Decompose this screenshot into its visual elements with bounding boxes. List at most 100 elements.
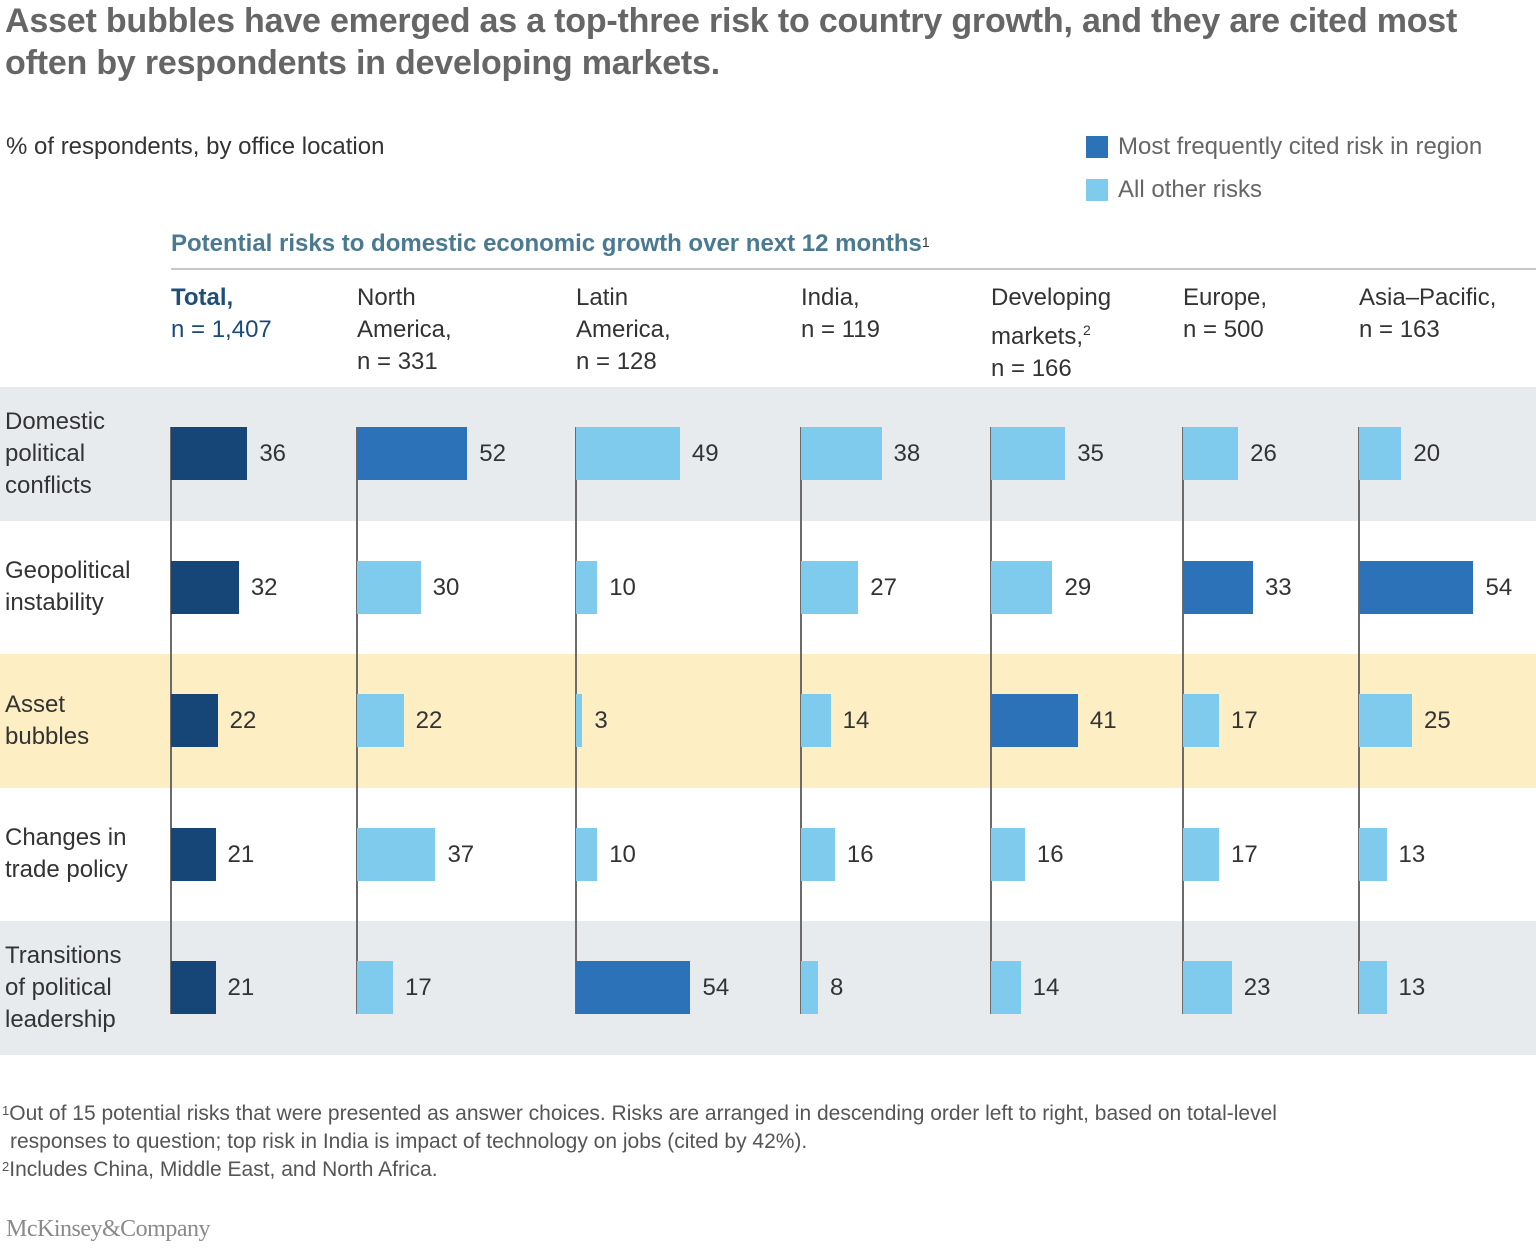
row-label-line: Geopolitical — [5, 557, 131, 585]
bar-total-transitions-of-political-leadership — [171, 961, 216, 1014]
bar-europe-geopolitical-instability — [1183, 560, 1253, 614]
footnote-1: 1Out of 15 potential risks that were pre… — [2, 1100, 1522, 1128]
data-label: 10 — [609, 573, 636, 601]
data-label: 41 — [1089, 707, 1117, 734]
bar-north-america-changes-in-trade-policy — [357, 827, 436, 881]
data-label: 16 — [846, 840, 874, 868]
bar-latin-america-asset-bubbles — [576, 694, 583, 747]
chart-subtitle: % of respondents, by office location — [6, 133, 385, 160]
column-header-line: n = 166 — [991, 355, 1072, 382]
data-label: 27 — [870, 573, 897, 601]
bar-total-changes-in-trade-policy — [171, 827, 216, 881]
row-label-line: Transitions — [5, 941, 122, 969]
column-header-line: Developing — [991, 284, 1112, 311]
column-header-line: n = 1,407 — [171, 316, 272, 343]
row-band-transitions-of-political-leadership — [0, 921, 1536, 1055]
bar-india-domestic-political-conflicts — [801, 427, 882, 480]
data-label: 16 — [1036, 840, 1064, 868]
footnote-1-continued: responses to question; top risk in India… — [10, 1130, 808, 1153]
bar-europe-transitions-of-political-leadership — [1183, 961, 1232, 1014]
column-header-line: n = 163 — [1359, 316, 1440, 343]
data-label: 8 — [829, 974, 844, 1001]
chart-heading-text: Potential risks to domestic economic gro… — [171, 230, 922, 257]
data-label: 26 — [1250, 440, 1277, 467]
bar-north-america-geopolitical-instability — [357, 560, 421, 614]
bar-developing-markets-geopolitical-instability — [991, 560, 1053, 614]
bar-north-america-asset-bubbles — [357, 694, 404, 747]
column-header-line: Asia–Pacific, — [1359, 284, 1497, 311]
column-header-asia-pacific: Asia–Pacific, n = 163 — [1359, 282, 1496, 346]
bar-asia-pacific-asset-bubbles — [1359, 694, 1412, 747]
data-label: 54 — [1485, 573, 1513, 601]
bar-total-asset-bubbles — [171, 694, 218, 747]
row-label-geopolitical-instability: Geopolitical instability — [5, 555, 165, 619]
column-header-line: n = 119 — [801, 316, 880, 343]
row-label-line: bubbles — [5, 722, 90, 750]
mckinsey-logo: McKinsey&Company — [6, 1216, 210, 1242]
bar-europe-changes-in-trade-policy — [1183, 827, 1220, 881]
column-header-line: n = 331 — [357, 348, 438, 375]
legend-item-other-risks: All other risks — [1086, 175, 1482, 205]
column-header-line: America, — [576, 316, 671, 343]
footnote-1-marker: 1 — [2, 1103, 10, 1118]
data-label: 13 — [1398, 974, 1426, 1001]
footnote-2-text: Includes China, Middle East, and North A… — [9, 1158, 438, 1181]
data-label: 13 — [1398, 840, 1426, 868]
row-label-line: political — [5, 439, 86, 467]
heading-divider — [171, 268, 1536, 270]
data-label: 23 — [1243, 974, 1271, 1001]
data-label: 54 — [702, 974, 730, 1001]
data-label: 22 — [229, 707, 257, 734]
row-label-domestic-political-conflicts: Domestic political conflicts — [5, 406, 165, 502]
row-band-domestic-political-conflicts — [0, 387, 1536, 521]
data-label: 10 — [609, 840, 636, 868]
data-label: 22 — [415, 707, 443, 734]
bar-asia-pacific-changes-in-trade-policy — [1359, 827, 1387, 881]
data-label: 33 — [1264, 573, 1292, 601]
legend-label: All other risks — [1118, 176, 1263, 203]
row-label-line: Changes in — [5, 824, 127, 852]
bar-asia-pacific-transitions-of-political-leadership — [1359, 961, 1387, 1014]
legend-item-top-risk: Most frequently cited risk in region — [1086, 132, 1482, 162]
data-label: 37 — [447, 840, 475, 868]
bar-latin-america-geopolitical-instability — [576, 560, 598, 614]
bar-latin-america-changes-in-trade-policy — [576, 827, 598, 881]
row-label-line: Domestic — [5, 407, 106, 435]
column-header-latin-america: Latin America, n = 128 — [576, 282, 671, 378]
column-header-india: India, n = 119 — [801, 282, 880, 346]
data-label: 38 — [893, 440, 921, 467]
column-header-europe: Europe, n = 500 — [1183, 282, 1267, 346]
bar-india-changes-in-trade-policy — [801, 827, 835, 881]
data-label: 14 — [1032, 974, 1060, 1001]
legend: Most frequently cited risk in region All… — [1086, 132, 1482, 218]
bar-developing-markets-changes-in-trade-policy — [991, 827, 1025, 881]
column-header-line: n = 128 — [576, 348, 657, 375]
data-label: 17 — [1231, 840, 1258, 868]
bar-developing-markets-domestic-political-conflicts — [991, 427, 1066, 480]
column-header-line: Total, — [171, 284, 234, 311]
bar-europe-asset-bubbles — [1183, 694, 1220, 747]
bar-latin-america-transitions-of-political-leadership — [576, 961, 691, 1014]
bar-india-transitions-of-political-leadership — [801, 961, 818, 1014]
bar-total-domestic-political-conflicts — [171, 427, 248, 480]
data-label: 14 — [842, 707, 870, 734]
data-label: 17 — [405, 974, 432, 1001]
data-label: 17 — [1231, 707, 1258, 734]
row-label-line: conflicts — [5, 471, 92, 499]
column-header-line: Europe, — [1183, 284, 1268, 311]
data-label: 49 — [691, 440, 719, 467]
column-header-line: North — [357, 284, 416, 311]
row-label-line: of political — [5, 973, 112, 1001]
column-header-north-america: North America, n = 331 — [357, 282, 452, 378]
bar-india-asset-bubbles — [801, 694, 831, 747]
data-label: 21 — [227, 974, 255, 1001]
legend-swatch-top-risk — [1086, 136, 1108, 158]
data-label: 36 — [259, 440, 287, 467]
bar-india-geopolitical-instability — [801, 560, 859, 614]
column-header-line: India, — [801, 284, 860, 311]
bar-developing-markets-asset-bubbles — [991, 694, 1078, 747]
row-label-asset-bubbles: Asset bubbles — [5, 689, 165, 753]
legend-swatch-other-risks — [1086, 179, 1108, 201]
row-label-changes-in-trade-policy: Changes in trade policy — [5, 822, 165, 886]
column-header-line: America, — [357, 316, 452, 343]
